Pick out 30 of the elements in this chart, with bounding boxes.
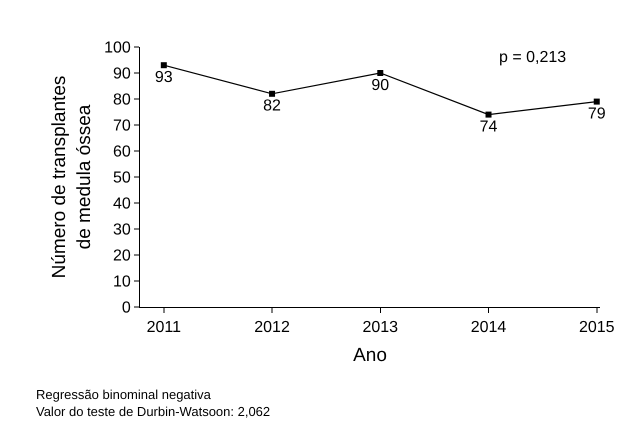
y-tick-label: 80 bbox=[113, 92, 131, 109]
annotation: p = 0,213 bbox=[499, 49, 566, 66]
y-tick-label: 0 bbox=[122, 300, 131, 317]
x-tick-label: 2015 bbox=[578, 319, 615, 336]
y-tick-label: 40 bbox=[113, 196, 131, 213]
y-tick-label: 50 bbox=[113, 170, 131, 187]
point bbox=[269, 90, 276, 97]
y-tick-label: 100 bbox=[104, 40, 131, 57]
point bbox=[160, 62, 167, 68]
data-label: 93 bbox=[154, 68, 173, 86]
y-tick-label: 60 bbox=[113, 144, 131, 161]
x-tick-label: 2013 bbox=[362, 319, 398, 336]
x-axis-title: Ano bbox=[353, 345, 387, 366]
point bbox=[377, 70, 384, 76]
data-label: 82 bbox=[263, 98, 282, 115]
y-tick-label: 70 bbox=[113, 118, 131, 135]
point bbox=[486, 112, 492, 118]
y-axis-title: Número de transplantes de medula óssea bbox=[49, 76, 95, 278]
x-tick-label: 2011 bbox=[146, 319, 182, 336]
x-tick-label: 2012 bbox=[254, 319, 290, 336]
point bbox=[594, 98, 600, 105]
y-tick-label: 20 bbox=[113, 248, 131, 265]
x-tick-label: 2014 bbox=[470, 319, 506, 336]
text: Regressão binominal negativa Valor do teste de Durbin-Watsoon: 2,062 bbox=[36, 387, 270, 419]
y-tick-label: 90 bbox=[113, 66, 131, 83]
y-tick-label: 10 bbox=[113, 274, 131, 291]
data-label: 90 bbox=[371, 76, 390, 94]
data-label: 79 bbox=[588, 105, 606, 122]
data-label: 74 bbox=[480, 118, 498, 136]
y-tick-label: 30 bbox=[113, 222, 131, 239]
